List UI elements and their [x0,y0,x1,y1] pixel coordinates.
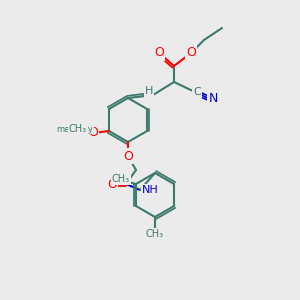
Text: N: N [208,92,218,106]
Text: O: O [107,178,117,190]
Text: O: O [123,149,133,163]
Text: C: C [193,87,201,97]
Text: O: O [154,46,164,59]
Text: methoxy: methoxy [56,124,93,134]
Text: O: O [88,127,98,140]
Text: CH₃: CH₃ [146,229,164,239]
Text: NH: NH [142,185,159,195]
Text: CH₃: CH₃ [69,124,87,134]
Text: O: O [186,46,196,59]
Text: H: H [145,86,153,96]
Text: CH₃: CH₃ [112,174,130,184]
